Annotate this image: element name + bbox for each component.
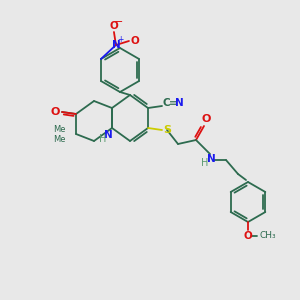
Text: O: O: [130, 36, 139, 46]
Text: O: O: [201, 114, 211, 124]
Text: Me: Me: [53, 134, 66, 143]
Text: N: N: [175, 98, 183, 108]
Text: O: O: [244, 231, 252, 241]
Text: +: +: [117, 35, 124, 44]
Text: ≡: ≡: [169, 98, 177, 108]
Text: O: O: [50, 107, 60, 117]
Text: C: C: [162, 98, 170, 108]
Text: Me: Me: [53, 124, 66, 134]
Text: O: O: [110, 21, 118, 31]
Text: H: H: [99, 134, 107, 144]
Text: N: N: [207, 154, 215, 164]
Text: S: S: [163, 125, 171, 135]
Text: −: −: [114, 17, 124, 27]
Text: CH₃: CH₃: [260, 232, 277, 241]
Text: N: N: [112, 40, 120, 50]
Text: N: N: [103, 130, 112, 140]
Text: H: H: [201, 158, 209, 168]
